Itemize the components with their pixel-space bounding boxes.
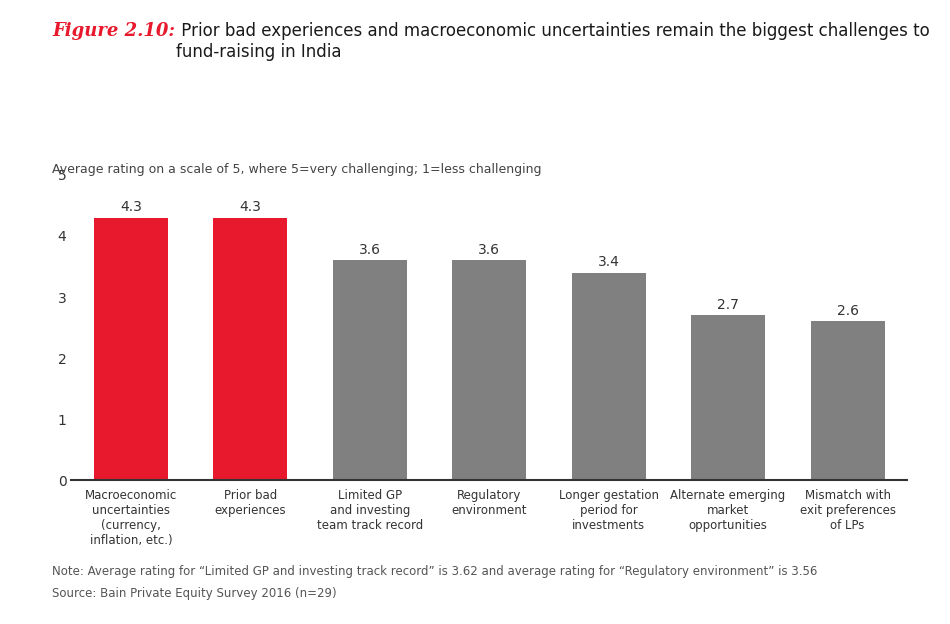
Text: Source: Bain Private Equity Survey 2016 (n=29): Source: Bain Private Equity Survey 2016 … xyxy=(52,587,337,600)
Bar xyxy=(332,260,407,480)
Bar xyxy=(810,321,884,480)
Text: 4.3: 4.3 xyxy=(239,200,261,214)
Bar xyxy=(94,218,168,480)
Bar xyxy=(572,273,646,480)
Text: 3.4: 3.4 xyxy=(598,255,619,269)
Text: 2.7: 2.7 xyxy=(717,298,739,312)
Text: 3.6: 3.6 xyxy=(359,243,381,256)
Text: Note: Average rating for “Limited GP and investing track record” is 3.62 and ave: Note: Average rating for “Limited GP and… xyxy=(52,565,818,578)
Text: 3.6: 3.6 xyxy=(478,243,501,256)
Bar xyxy=(691,315,765,480)
Bar xyxy=(452,260,526,480)
Text: 4.3: 4.3 xyxy=(120,200,142,214)
Text: Average rating on a scale of 5, where 5=very challenging; 1=less challenging: Average rating on a scale of 5, where 5=… xyxy=(52,163,541,177)
Text: 2.6: 2.6 xyxy=(837,304,859,318)
Text: Prior bad experiences and macroeconomic uncertainties remain the biggest challen: Prior bad experiences and macroeconomic … xyxy=(176,22,929,61)
Text: Figure 2.10:: Figure 2.10: xyxy=(52,22,175,40)
Text: What are your biggest challenges/concerns when raising India-focused funds?: What are your biggest challenges/concern… xyxy=(156,135,804,150)
Bar xyxy=(214,218,288,480)
